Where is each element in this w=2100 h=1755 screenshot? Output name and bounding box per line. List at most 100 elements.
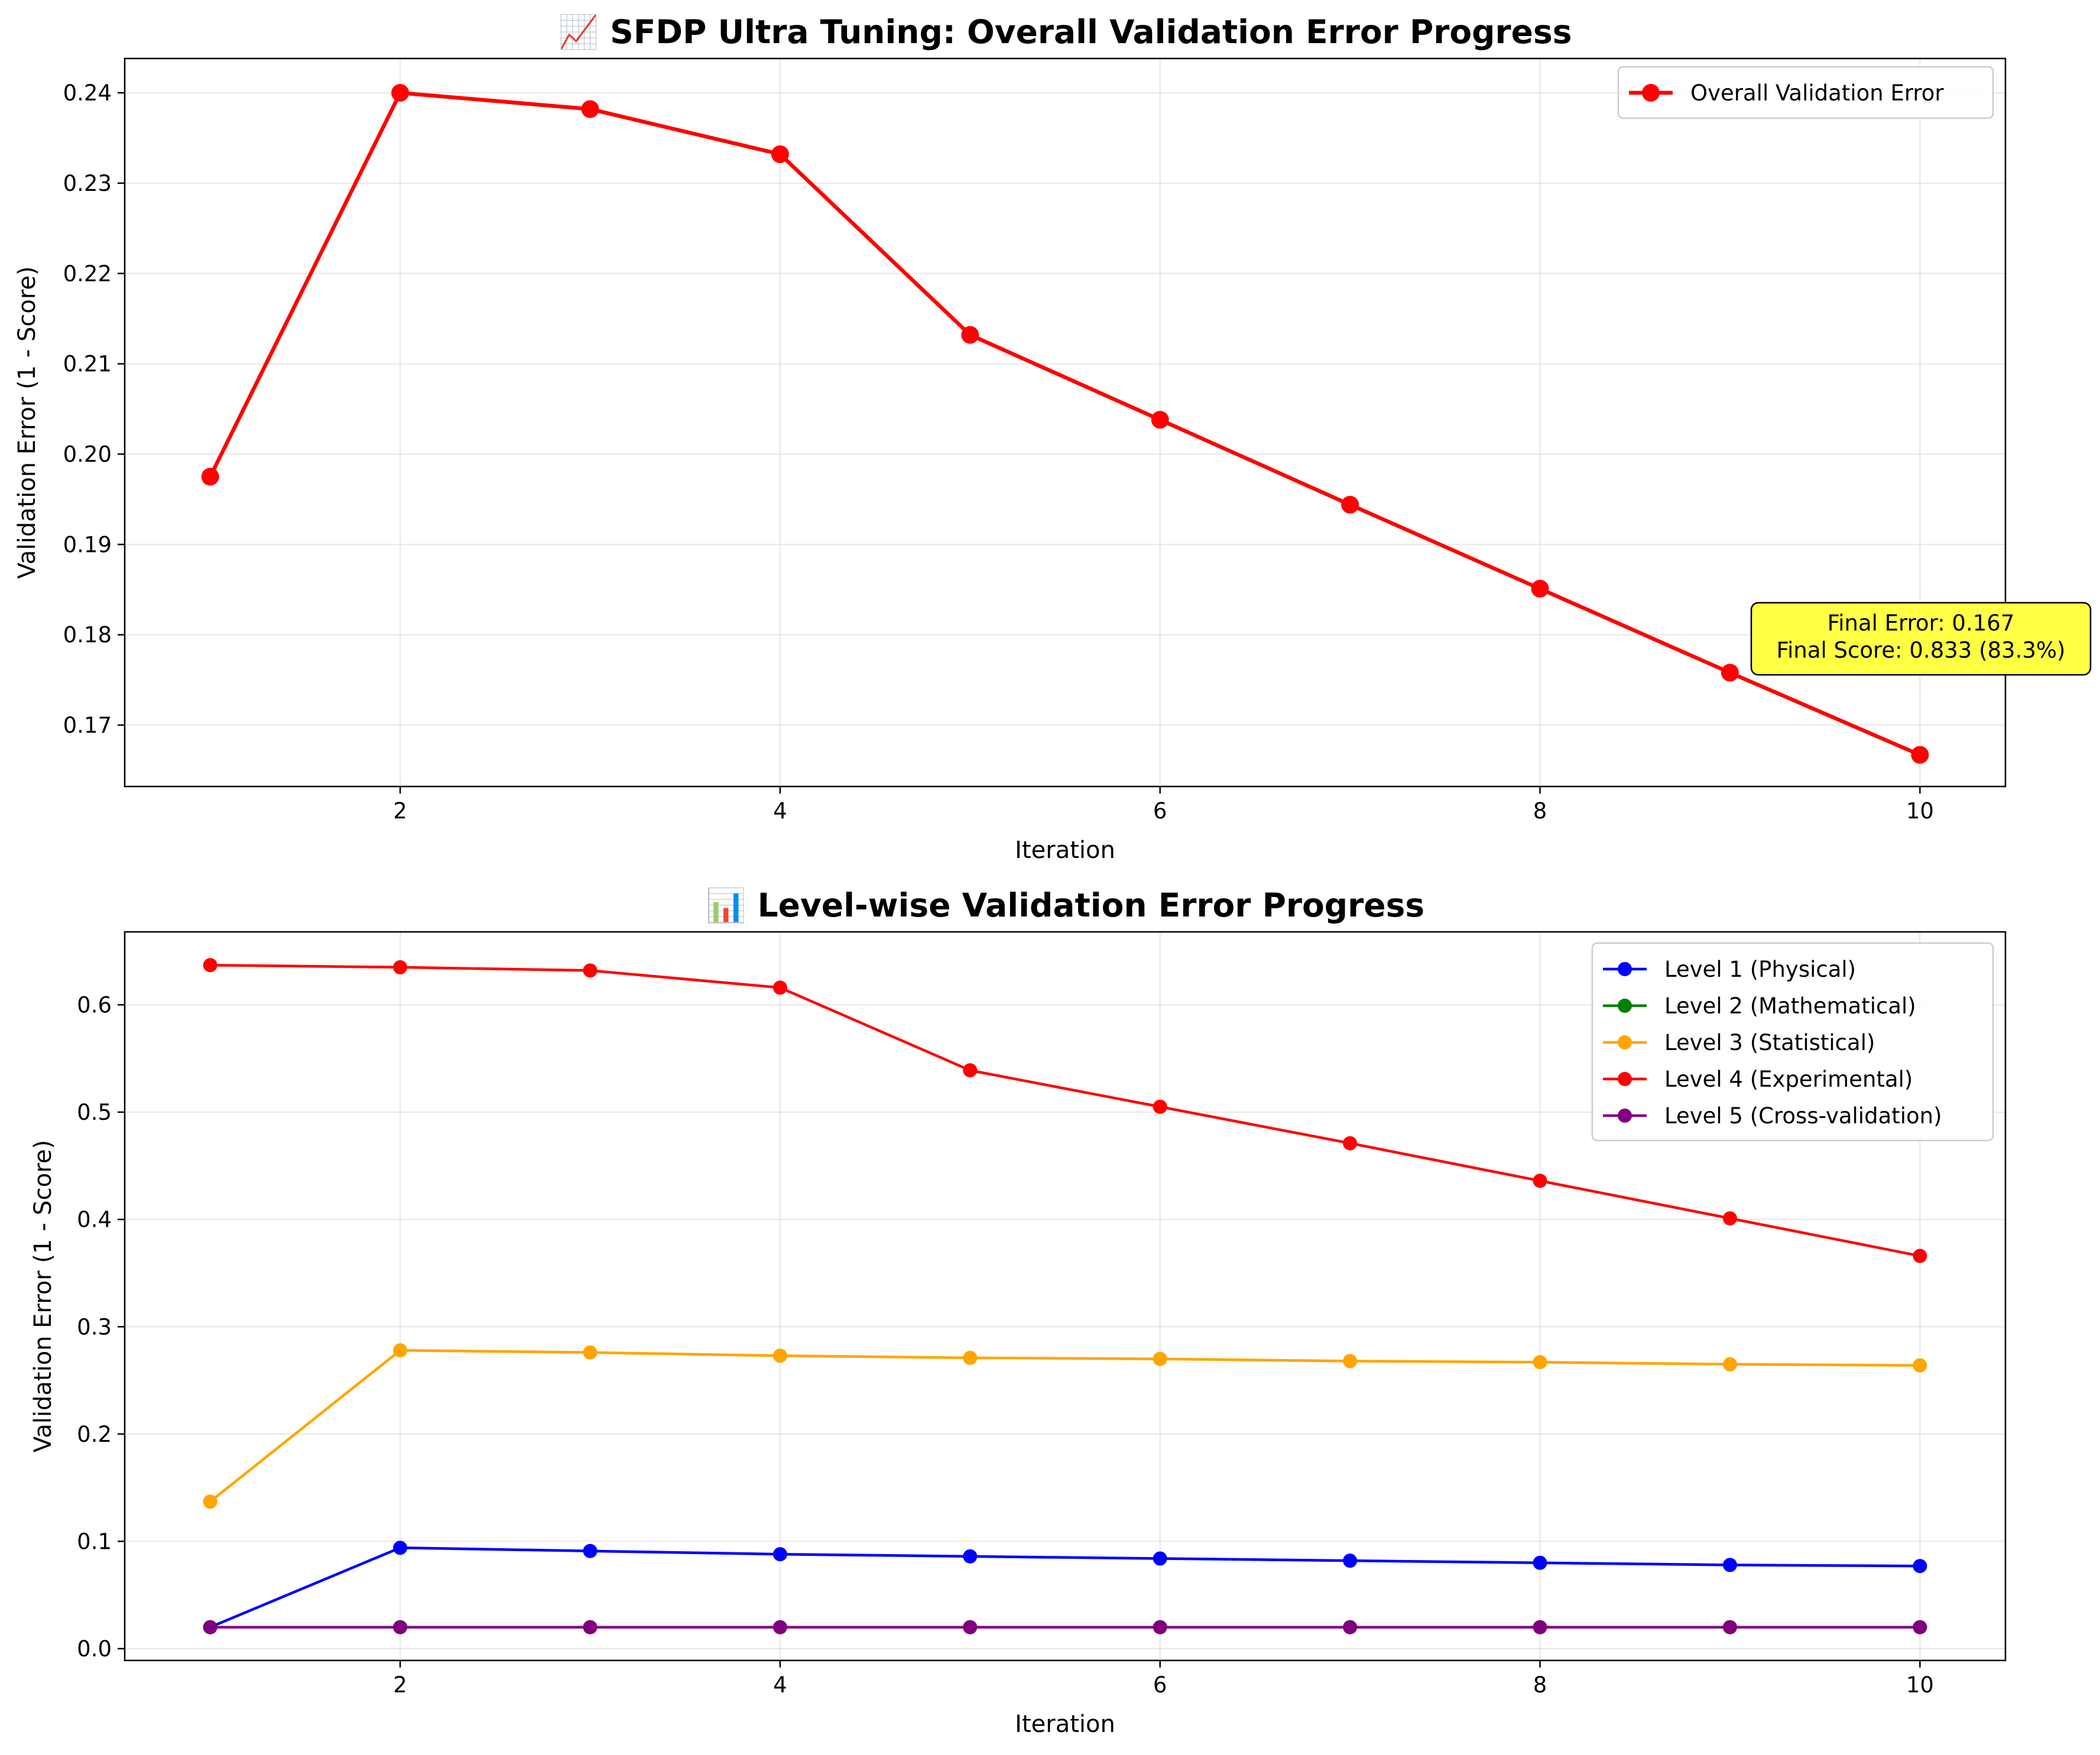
data-point — [773, 1547, 787, 1562]
data-point — [1343, 1136, 1358, 1150]
x-tick-label: 8 — [1533, 1672, 1547, 1698]
legend-entry: Overall Validation Error — [1629, 80, 1944, 106]
chart-1: 2 4 6 8 10 0.17 0.18 0.19 0.20 0.21 0.22 0.23 0.24 📈 … — [14, 13, 2092, 864]
series-line — [209, 1546, 1920, 1629]
x-tick-label: 6 — [1153, 798, 1167, 824]
data-point — [1153, 1620, 1167, 1634]
y-tick-label: 0.19 — [63, 532, 112, 557]
data-point — [1722, 1357, 1737, 1372]
annotation-box — [1750, 602, 2092, 676]
chart-2: 2 4 6 8 10 0.0 0.1 0.2 0.3 0.4 0.5 0.6 📊 Level-wise … — [30, 886, 2007, 1738]
y-tick-label: 0.18 — [63, 622, 112, 648]
series-line — [208, 90, 1921, 757]
data-point — [1343, 1354, 1358, 1369]
legend-entry: Level 3 (Statistical) — [1603, 1030, 1875, 1055]
data-point — [963, 1350, 978, 1365]
data-point — [203, 1494, 218, 1509]
data-point — [963, 1549, 978, 1564]
data-point — [1341, 496, 1359, 514]
data-point — [1913, 1358, 1927, 1373]
legend-frame — [1591, 942, 1994, 1142]
data-point — [1151, 411, 1169, 429]
y-tick-label: 0.6 — [77, 992, 112, 1018]
y-tick-label: 0.22 — [63, 261, 112, 287]
data-point — [391, 84, 410, 102]
y-tick-label: 0.23 — [63, 171, 112, 196]
legend-label: Overall Validation Error — [1690, 80, 1944, 106]
data-point — [201, 467, 219, 486]
annotation-text: Final Error: 0.167 — [1828, 610, 2015, 636]
x-tick-label: 2 — [393, 798, 407, 824]
legend-marker — [1618, 962, 1632, 976]
data-point — [1153, 1351, 1167, 1366]
data-point — [583, 1620, 598, 1634]
legend-frame — [1617, 66, 1994, 119]
x-tick-label: 6 — [1153, 1672, 1167, 1698]
data-point — [1533, 1355, 1547, 1370]
legend-label: Level 2 (Mathematical) — [1664, 993, 1916, 1019]
data-point — [393, 1540, 408, 1555]
data-point — [773, 1348, 787, 1363]
data-point — [203, 958, 218, 973]
x-axis-label: Iteration — [1015, 837, 1115, 864]
data-point — [961, 326, 979, 344]
data-point — [773, 1620, 787, 1634]
y-tick-label: 0.3 — [77, 1314, 112, 1340]
legend-marker — [1642, 84, 1660, 102]
legend: Level 1 (Physical) Level 2 (Mathematical)… — [1591, 942, 1994, 1142]
data-point — [1153, 1551, 1167, 1566]
data-point — [583, 1543, 598, 1558]
x-tick-label: 10 — [1906, 1672, 1934, 1698]
data-point — [1913, 1249, 1927, 1263]
y-tick-label: 0.0 — [77, 1636, 112, 1662]
data-point — [1721, 664, 1739, 682]
x-tick-label: 8 — [1533, 798, 1547, 824]
data-point — [1343, 1620, 1358, 1634]
x-tick-label: 2 — [393, 1672, 407, 1698]
data-point — [393, 1620, 408, 1634]
data-point — [1911, 746, 1929, 764]
y-tick-label: 0.5 — [77, 1100, 112, 1125]
legend-label: Level 5 (Cross-validation) — [1664, 1103, 1942, 1129]
data-point — [1533, 1620, 1547, 1634]
plot-area-frame — [124, 931, 2007, 1662]
series-line — [209, 1348, 1920, 1503]
x-tick-label: 10 — [1906, 798, 1934, 824]
data-point — [771, 145, 789, 164]
series-4 — [203, 958, 1927, 1263]
y-tick-label: 0.1 — [77, 1529, 112, 1554]
data-point — [1722, 1211, 1737, 1226]
legend-marker — [1618, 1035, 1632, 1049]
y-axis-label: Validation Error (1 - Score) — [30, 1140, 57, 1452]
legend-marker — [1618, 999, 1632, 1013]
data-point — [963, 1063, 978, 1078]
y-tick-label: 0.17 — [63, 713, 112, 738]
data-point — [1533, 1174, 1547, 1188]
data-point — [393, 960, 408, 974]
data-point — [583, 963, 598, 978]
series-line — [210, 964, 1920, 1257]
plot-area-frame — [124, 57, 2007, 788]
data-point — [203, 1620, 218, 1634]
data-point — [1913, 1559, 1927, 1574]
data-point — [963, 1620, 978, 1634]
legend-entry: Level 2 (Mathematical) — [1603, 993, 1916, 1019]
data-point — [393, 1343, 408, 1358]
data-point — [1722, 1620, 1737, 1634]
y-tick-label: 0.24 — [63, 80, 112, 106]
legend-label: Level 1 (Physical) — [1664, 957, 1856, 982]
y-tick-label: 0.21 — [63, 352, 112, 377]
x-axis-label: Iteration — [1015, 1711, 1115, 1738]
data-point — [1533, 1555, 1547, 1570]
y-axis-label: Validation Error (1 - Score) — [14, 266, 41, 578]
legend-entry: Level 1 (Physical) — [1603, 957, 1856, 982]
legend-entry: Level 5 (Cross-validation) — [1603, 1103, 1942, 1129]
chart-title: 📈 SFDP Ultra Tuning: Overall Validation … — [559, 13, 1572, 51]
data-point — [773, 980, 787, 995]
series-1 — [201, 84, 1929, 764]
data-point — [1531, 580, 1549, 598]
data-point — [1343, 1554, 1358, 1568]
data-point — [1913, 1620, 1927, 1634]
